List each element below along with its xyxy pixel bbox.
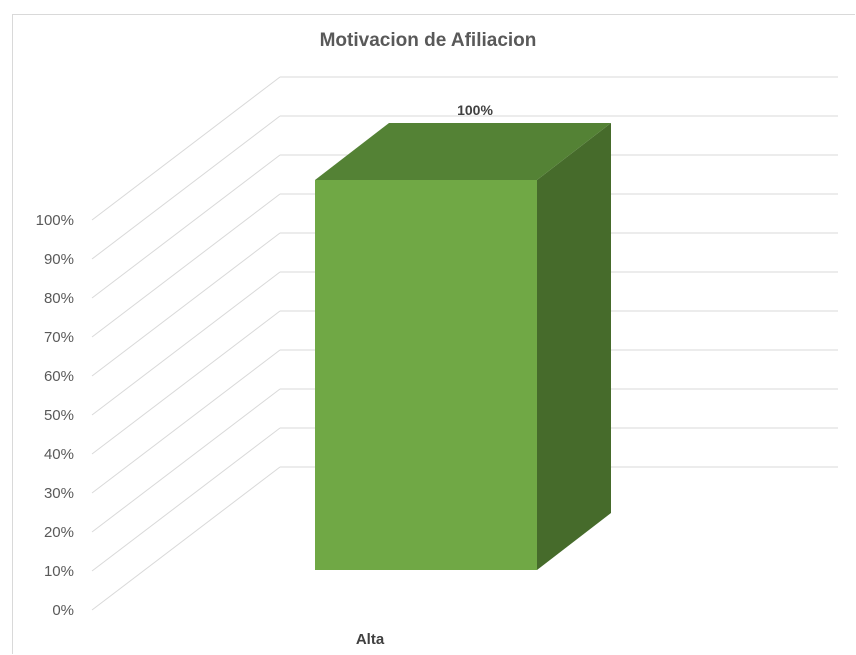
gridline-diagonal	[92, 467, 280, 610]
y-tick-label: 40%	[44, 446, 74, 463]
y-tick-label: 10%	[44, 563, 74, 580]
gridline-diagonal	[92, 194, 280, 337]
bar	[315, 180, 537, 570]
y-tick-label: 100%	[36, 212, 74, 229]
gridline-diagonal	[92, 233, 280, 376]
y-tick-label: 60%	[44, 368, 74, 385]
y-tick-label: 70%	[44, 329, 74, 346]
gridline-diagonal	[92, 428, 280, 571]
y-tick-label: 0%	[52, 602, 74, 619]
y-tick-label: 20%	[44, 524, 74, 541]
gridline-diagonal	[92, 350, 280, 493]
y-tick-label: 80%	[44, 290, 74, 307]
gridline-diagonal	[92, 77, 280, 220]
gridline-diagonal	[92, 116, 280, 259]
gridline-diagonal	[92, 311, 280, 454]
x-category-label: Alta	[356, 631, 385, 648]
y-tick-label: 90%	[44, 251, 74, 268]
gridline-diagonal	[92, 272, 280, 415]
y-tick-label: 50%	[44, 407, 74, 424]
gridline-diagonal	[92, 389, 280, 532]
gridline-diagonal	[92, 155, 280, 298]
y-tick-label: 30%	[44, 485, 74, 502]
data-label: 100%	[457, 102, 493, 118]
bar-side-face	[537, 123, 611, 570]
